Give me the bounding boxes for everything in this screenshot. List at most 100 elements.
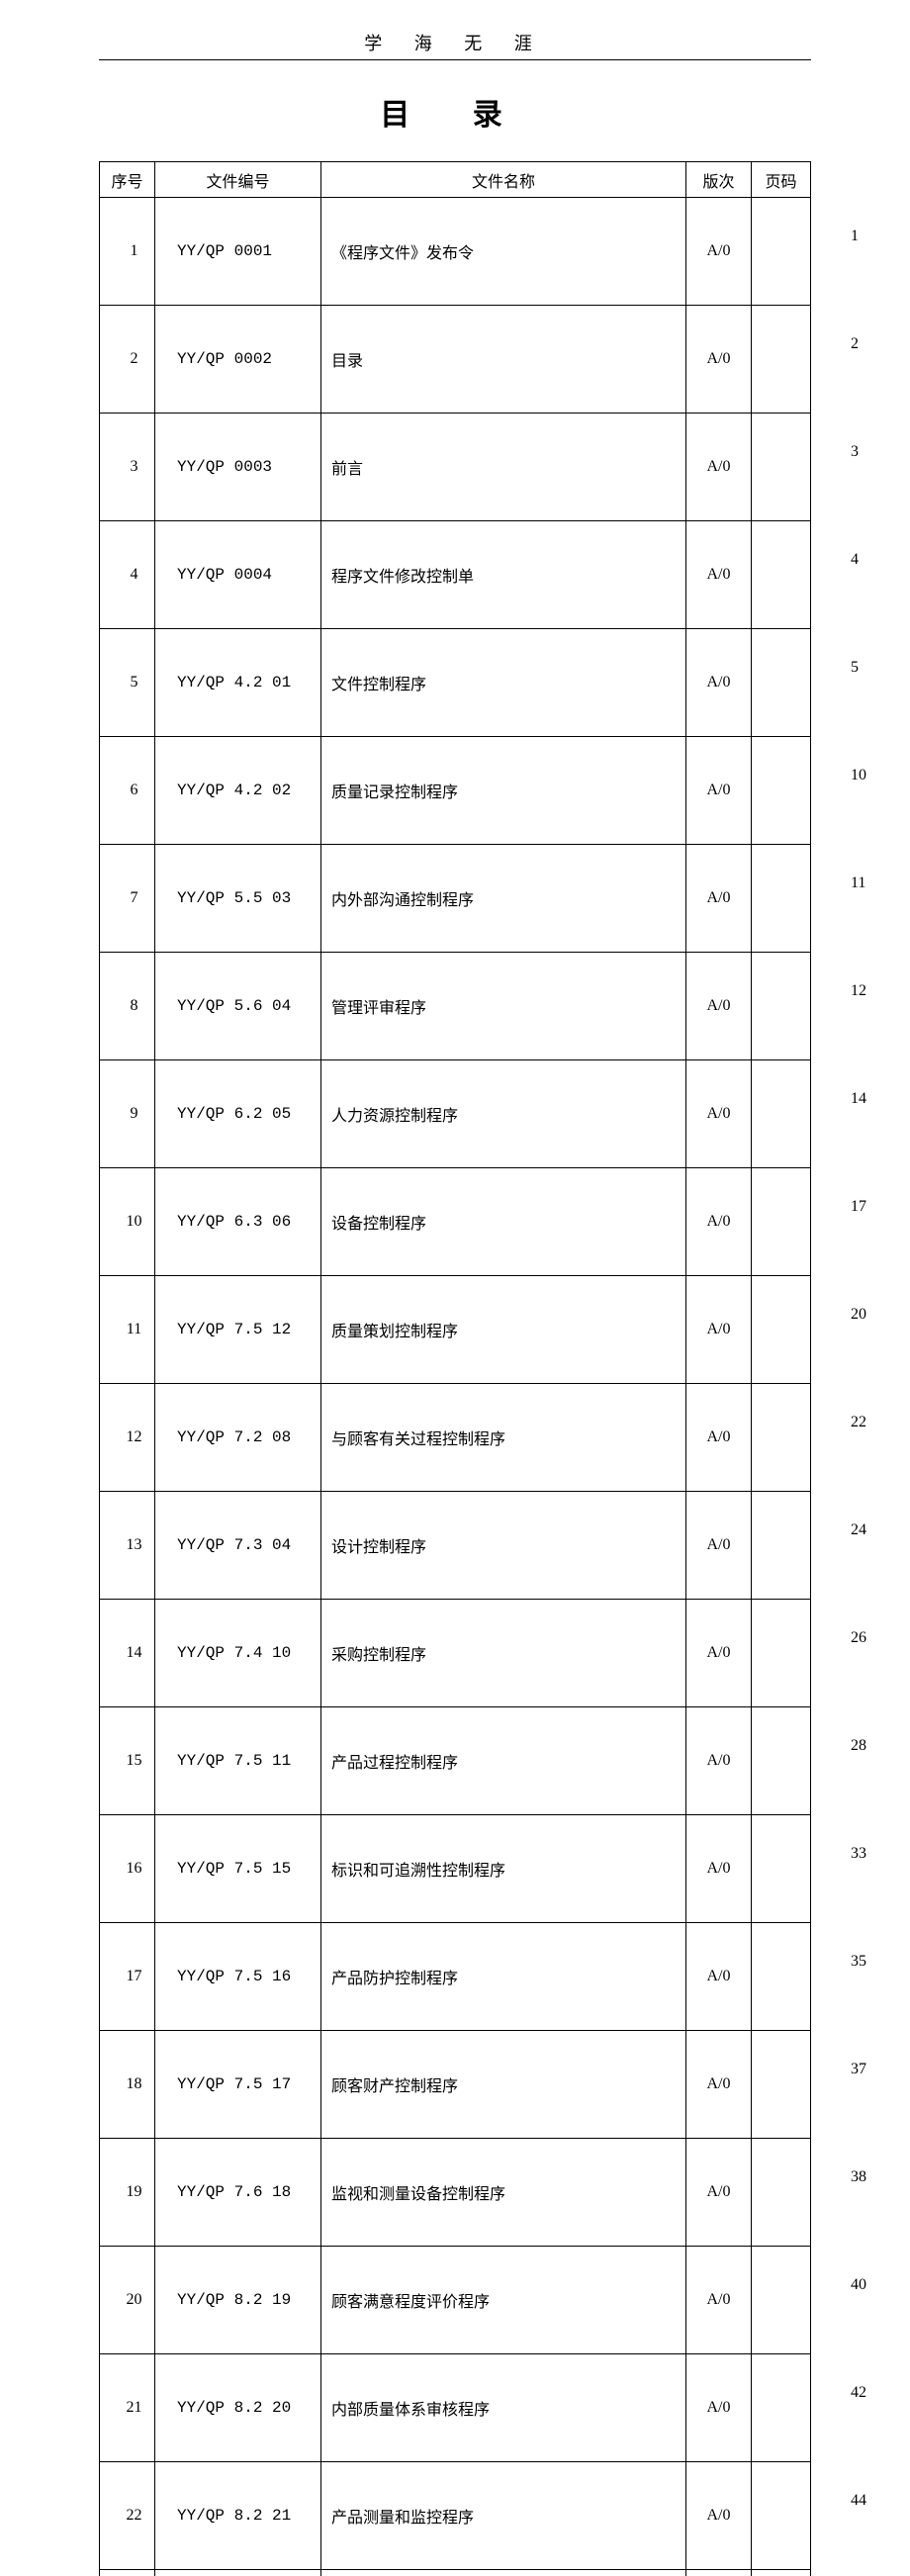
cell-seq: 9 <box>100 1060 155 1168</box>
cell-name: 目录 <box>321 306 686 414</box>
cell-name: 前言 <box>321 414 686 521</box>
cell-seq: 15 <box>100 1707 155 1815</box>
cell-code: YY/QP 0001 <box>155 198 321 306</box>
cell-name: 产品测量和监控程序 <box>321 2462 686 2570</box>
cell-code: YY/QP 0004 <box>155 521 321 629</box>
table-row: 6YY/QP 4.2 02质量记录控制程序A/010 <box>100 737 811 845</box>
cell-seq: 17 <box>100 1923 155 2031</box>
cell-code: YY/QP 7.3 04 <box>155 1492 321 1600</box>
cell-ver: A/0 <box>686 1060 752 1168</box>
cell-ver: A/0 <box>686 2139 752 2247</box>
cell-name: 顾客满意程度评价程序 <box>321 2247 686 2354</box>
cell-ver: A/0 <box>686 2570 752 2576</box>
cell-page: 4 <box>752 521 811 629</box>
cell-page: 2 <box>752 306 811 414</box>
table-row: 10YY/QP 6.3 06设备控制程序A/017 <box>100 1168 811 1276</box>
table-row: 15YY/QP 7.5 11产品过程控制程序A/028 <box>100 1707 811 1815</box>
cell-ver: A/0 <box>686 1492 752 1600</box>
cell-seq: 12 <box>100 1384 155 1492</box>
cell-ver: A/0 <box>686 198 752 306</box>
cell-code: YY/QP 0002 <box>155 306 321 414</box>
cell-page: 3 <box>752 414 811 521</box>
cell-ver: A/0 <box>686 521 752 629</box>
col-header-code: 文件编号 <box>155 162 321 198</box>
cell-seq: 5 <box>100 629 155 737</box>
cell-seq: 7 <box>100 845 155 953</box>
cell-name: 产品防护控制程序 <box>321 1923 686 2031</box>
cell-seq: 23 <box>100 2570 155 2576</box>
table-row: 1YY/QP 0001《程序文件》发布令A/01 <box>100 198 811 306</box>
cell-page: 40 <box>752 2247 811 2354</box>
cell-ver: A/0 <box>686 1923 752 2031</box>
cell-code: YY/QP 4.2 01 <box>155 629 321 737</box>
cell-ver: A/0 <box>686 306 752 414</box>
cell-name: 不合格品控制程序 <box>321 2570 686 2576</box>
cell-name: 管理评审程序 <box>321 953 686 1060</box>
cell-name: 产品过程控制程序 <box>321 1707 686 1815</box>
cell-page: 33 <box>752 1815 811 1923</box>
cell-name: 文件控制程序 <box>321 629 686 737</box>
cell-seq: 18 <box>100 2031 155 2139</box>
cell-ver: A/0 <box>686 2354 752 2462</box>
table-row: 12YY/QP 7.2 08与顾客有关过程控制程序A/022 <box>100 1384 811 1492</box>
cell-name: 设备控制程序 <box>321 1168 686 1276</box>
cell-ver: A/0 <box>686 1168 752 1276</box>
cell-name: 采购控制程序 <box>321 1600 686 1707</box>
cell-seq: 16 <box>100 1815 155 1923</box>
col-header-ver: 版次 <box>686 162 752 198</box>
cell-name: 人力资源控制程序 <box>321 1060 686 1168</box>
cell-code: YY/QP 5.5 03 <box>155 845 321 953</box>
col-header-page: 页码 <box>752 162 811 198</box>
table-row: 7YY/QP 5.5 03内外部沟通控制程序A/011 <box>100 845 811 953</box>
table-row: 9YY/QP 6.2 05人力资源控制程序A/014 <box>100 1060 811 1168</box>
cell-name: 内外部沟通控制程序 <box>321 845 686 953</box>
cell-page: 28 <box>752 1707 811 1815</box>
cell-seq: 2 <box>100 306 155 414</box>
cell-page: 5 <box>752 629 811 737</box>
cell-code: YY/QP 7.5 16 <box>155 1923 321 2031</box>
cell-page: 17 <box>752 1168 811 1276</box>
cell-ver: A/0 <box>686 737 752 845</box>
cell-ver: A/0 <box>686 1600 752 1707</box>
cell-code: YY/QP 8.3 22 <box>155 2570 321 2576</box>
table-row: 14YY/QP 7.4 10采购控制程序A/026 <box>100 1600 811 1707</box>
cell-page: 1 <box>752 198 811 306</box>
table-row: 18YY/QP 7.5 17顾客财产控制程序A/037 <box>100 2031 811 2139</box>
cell-seq: 21 <box>100 2354 155 2462</box>
cell-code: YY/QP 7.5 17 <box>155 2031 321 2139</box>
cell-page: 37 <box>752 2031 811 2139</box>
cell-code: YY/QP 7.5 12 <box>155 1276 321 1384</box>
cell-seq: 6 <box>100 737 155 845</box>
cell-ver: A/0 <box>686 1384 752 1492</box>
table-row: 8YY/QP 5.6 04管理评审程序A/012 <box>100 953 811 1060</box>
table-row: 11YY/QP 7.5 12质量策划控制程序A/020 <box>100 1276 811 1384</box>
cell-seq: 13 <box>100 1492 155 1600</box>
cell-ver: A/0 <box>686 2462 752 2570</box>
col-header-name: 文件名称 <box>321 162 686 198</box>
table-row: 2YY/QP 0002目录A/02 <box>100 306 811 414</box>
cell-name: 顾客财产控制程序 <box>321 2031 686 2139</box>
cell-code: YY/QP 7.5 15 <box>155 1815 321 1923</box>
cell-ver: A/0 <box>686 2031 752 2139</box>
cell-page: 45 <box>752 2570 811 2576</box>
cell-page: 42 <box>752 2354 811 2462</box>
table-row: 20YY/QP 8.2 19顾客满意程度评价程序A/040 <box>100 2247 811 2354</box>
cell-page: 38 <box>752 2139 811 2247</box>
cell-code: YY/QP 8.2 20 <box>155 2354 321 2462</box>
cell-name: 与顾客有关过程控制程序 <box>321 1384 686 1492</box>
cell-seq: 19 <box>100 2139 155 2247</box>
table-row: 16YY/QP 7.5 15标识和可追溯性控制程序A/033 <box>100 1815 811 1923</box>
cell-name: 设计控制程序 <box>321 1492 686 1600</box>
table-header-row: 序号 文件编号 文件名称 版次 页码 <box>100 162 811 198</box>
cell-page: 14 <box>752 1060 811 1168</box>
cell-ver: A/0 <box>686 629 752 737</box>
cell-seq: 20 <box>100 2247 155 2354</box>
cell-page: 22 <box>752 1384 811 1492</box>
table-row: 22YY/QP 8.2 21产品测量和监控程序A/044 <box>100 2462 811 2570</box>
cell-code: YY/QP 4.2 02 <box>155 737 321 845</box>
cell-seq: 1 <box>100 198 155 306</box>
cell-name: 质量策划控制程序 <box>321 1276 686 1384</box>
cell-ver: A/0 <box>686 953 752 1060</box>
table-row: 19YY/QP 7.6 18监视和测量设备控制程序A/038 <box>100 2139 811 2247</box>
table-row: 21YY/QP 8.2 20内部质量体系审核程序A/042 <box>100 2354 811 2462</box>
